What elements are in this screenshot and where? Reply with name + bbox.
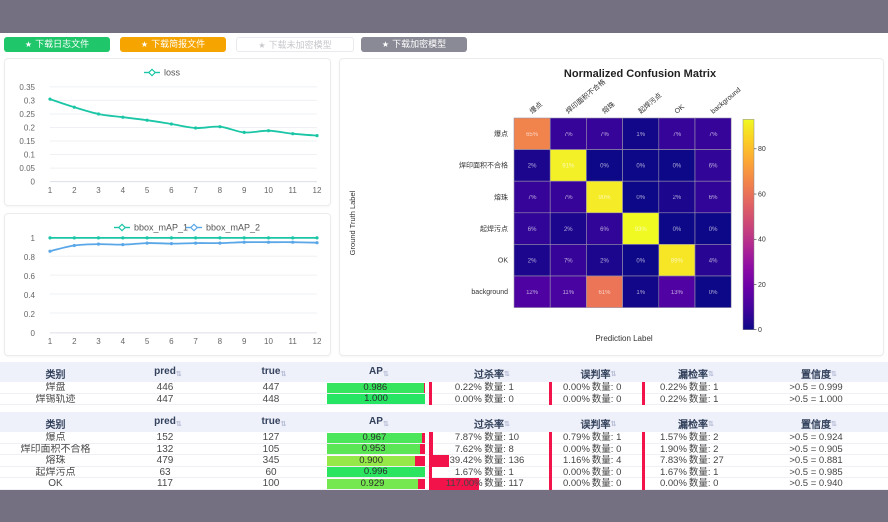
svg-text:5: 5 [145, 186, 150, 195]
svg-text:10: 10 [264, 337, 273, 346]
svg-text:61%: 61% [598, 290, 611, 296]
svg-text:0%: 0% [600, 164, 609, 170]
svg-text:8: 8 [218, 337, 223, 346]
svg-text:7%: 7% [673, 132, 682, 138]
svg-text:background: background [471, 289, 508, 296]
svg-text:65%: 65% [526, 132, 539, 138]
svg-text:0.3: 0.3 [24, 97, 36, 106]
svg-text:0%: 0% [673, 164, 682, 170]
svg-text:6%: 6% [709, 195, 718, 201]
svg-text:12: 12 [313, 337, 322, 346]
svg-text:2%: 2% [600, 258, 609, 264]
svg-text:0: 0 [31, 178, 36, 187]
svg-text:7%: 7% [709, 132, 718, 138]
svg-text:起焊污点: 起焊污点 [480, 224, 508, 233]
svg-text:4%: 4% [709, 258, 718, 264]
svg-text:0%: 0% [709, 290, 718, 296]
svg-text:6%: 6% [600, 227, 609, 233]
svg-text:起焊污点: 起焊污点 [636, 91, 663, 116]
svg-text:熔珠: 熔珠 [600, 100, 617, 116]
svg-text:background: background [710, 87, 743, 116]
svg-text:熔珠: 熔珠 [494, 192, 508, 201]
svg-text:0%: 0% [636, 258, 645, 264]
svg-text:1%: 1% [636, 132, 645, 138]
svg-text:爆点: 爆点 [528, 100, 545, 116]
svg-text:0.15: 0.15 [19, 137, 35, 146]
svg-text:bbox_mAP_1: bbox_mAP_1 [134, 223, 188, 233]
svg-text:OK: OK [674, 103, 687, 115]
svg-text:6: 6 [169, 337, 174, 346]
svg-text:Normalized Confusion Matrix: Normalized Confusion Matrix [564, 68, 717, 80]
svg-text:2%: 2% [528, 164, 537, 170]
svg-text:11: 11 [289, 186, 298, 195]
svg-text:7%: 7% [564, 195, 573, 201]
svg-text:0%: 0% [673, 227, 682, 233]
svg-text:0.2: 0.2 [24, 124, 36, 133]
svg-text:6%: 6% [709, 164, 718, 170]
svg-text:2%: 2% [673, 195, 682, 201]
svg-text:12%: 12% [526, 290, 539, 296]
svg-text:9: 9 [242, 186, 247, 195]
svg-text:焊印面积不合格: 焊印面积不合格 [459, 161, 508, 170]
svg-text:2%: 2% [564, 227, 573, 233]
svg-text:1: 1 [48, 186, 53, 195]
svg-text:3: 3 [96, 337, 101, 346]
svg-text:0: 0 [31, 329, 36, 338]
svg-text:80: 80 [758, 146, 766, 153]
svg-text:2%: 2% [528, 258, 537, 264]
svg-text:0.35: 0.35 [19, 83, 35, 92]
svg-text:0%: 0% [636, 164, 645, 170]
svg-text:1%: 1% [636, 290, 645, 296]
svg-text:0%: 0% [636, 195, 645, 201]
svg-text:7%: 7% [528, 195, 537, 201]
svg-text:7%: 7% [600, 132, 609, 138]
svg-text:0%: 0% [709, 227, 718, 233]
svg-text:11%: 11% [563, 290, 575, 296]
svg-text:6%: 6% [528, 227, 537, 233]
svg-text:1: 1 [31, 234, 36, 243]
svg-text:93%: 93% [635, 227, 648, 233]
svg-text:1: 1 [48, 337, 53, 346]
svg-text:bbox_mAP_2: bbox_mAP_2 [206, 223, 260, 233]
svg-text:0.6: 0.6 [24, 272, 36, 281]
svg-text:0.1: 0.1 [24, 151, 36, 160]
svg-text:7: 7 [193, 337, 198, 346]
svg-text:5: 5 [145, 337, 150, 346]
svg-text:60: 60 [758, 191, 766, 198]
svg-text:Prediction Label: Prediction Label [595, 334, 653, 343]
svg-text:0.05: 0.05 [19, 164, 35, 173]
svg-text:7%: 7% [564, 258, 573, 264]
svg-text:6: 6 [169, 186, 174, 195]
svg-text:10: 10 [264, 186, 273, 195]
svg-text:40: 40 [758, 237, 766, 244]
svg-text:OK: OK [498, 258, 508, 265]
svg-text:4: 4 [121, 186, 126, 195]
svg-text:12: 12 [313, 186, 322, 195]
svg-text:4: 4 [121, 337, 126, 346]
svg-text:89%: 89% [671, 258, 684, 264]
svg-text:9: 9 [242, 337, 247, 346]
svg-text:90%: 90% [598, 195, 611, 201]
svg-text:7%: 7% [564, 132, 573, 138]
svg-text:8: 8 [218, 186, 223, 195]
svg-text:2: 2 [72, 186, 77, 195]
svg-text:0.2: 0.2 [24, 310, 36, 319]
svg-text:7: 7 [193, 186, 198, 195]
svg-text:13%: 13% [671, 290, 684, 296]
svg-text:11: 11 [289, 337, 298, 346]
svg-text:2: 2 [72, 337, 77, 346]
svg-text:0.25: 0.25 [19, 110, 35, 119]
svg-text:91%: 91% [562, 164, 575, 170]
svg-text:0.4: 0.4 [24, 291, 36, 300]
svg-text:0.8: 0.8 [24, 253, 36, 262]
svg-text:loss: loss [164, 68, 181, 78]
svg-text:Ground Truth Label: Ground Truth Label [348, 190, 357, 255]
svg-text:20: 20 [758, 282, 766, 289]
svg-text:3: 3 [96, 186, 101, 195]
svg-text:爆点: 爆点 [494, 129, 508, 138]
svg-text:0: 0 [758, 327, 762, 334]
